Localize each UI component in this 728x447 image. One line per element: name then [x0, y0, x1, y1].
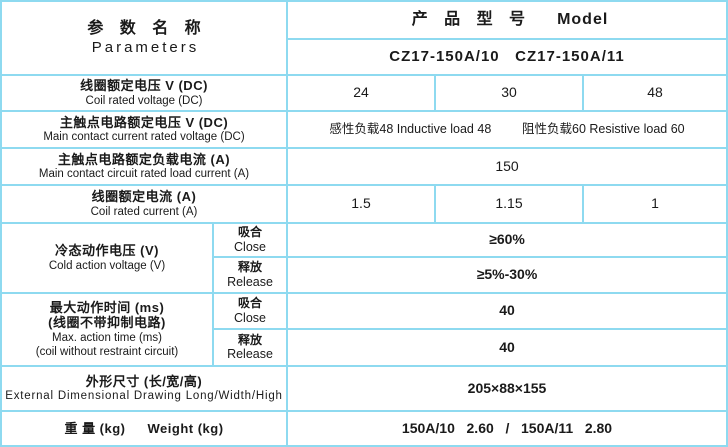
resistive-load-value: 阻性负载60 Resistive load 60 [522, 121, 685, 136]
cold-voltage-label-zh: 冷态动作电压 (V) [55, 243, 159, 259]
model-numbers: CZ17-150A/10 CZ17-150A/11 [389, 47, 625, 65]
coil-voltage-value-48: 48 [584, 76, 726, 110]
release-sublabel-en: Release [227, 274, 273, 289]
coil-voltage-label-zh: 线圈额定电压 V (DC) [80, 78, 208, 94]
close-sublabel-zh: 吸合 [237, 225, 262, 240]
coil-voltage-label: 线圈额定电压 V (DC) Coil rated voltage (DC) [2, 76, 286, 110]
contact-voltage-label-en: Main contact current rated voltage (DC) [43, 131, 245, 144]
coil-current-value-1: 1.5 [288, 186, 434, 222]
weight-label-en: Weight (kg) [147, 420, 224, 436]
contact-voltage-values: 感性负载48 Inductive load 48 阻性负载60 Resistiv… [288, 112, 726, 147]
max-time-label-zh1: 最大动作时间 (ms) [49, 299, 165, 315]
parameters-title-zh: 参 数 名 称 [87, 20, 207, 38]
load-current-label: 主触点电路额定负载电流 (A) Main contact circuit rat… [2, 149, 286, 184]
weight-label: 重 量 (kg) Weight (kg) [2, 412, 286, 445]
max-time-label-zh2: (线圈不带抑制电路) [48, 315, 166, 331]
cold-voltage-label-en: Cold action voltage (V) [48, 259, 166, 272]
cold-voltage-label: 冷态动作电压 (V) Cold action voltage (V) [2, 224, 212, 292]
coil-current-label: 线圈额定电流 (A) Coil rated current (A) [2, 186, 286, 222]
coil-current-value-3: 1 [584, 186, 726, 222]
model-numbers-cell: CZ17-150A/10 CZ17-150A/11 [288, 40, 726, 74]
coil-current-label-zh: 线圈额定电流 (A) [91, 189, 197, 205]
load-current-label-en: Main contact circuit rated load current … [38, 168, 250, 181]
max-time-release-value: 40 [288, 330, 726, 365]
release-sublabel-en: Release [227, 347, 273, 362]
header-parameters-cell: 参 数 名 称 Parameters [2, 2, 286, 74]
dimensions-label-en: External Dimensional Drawing Long/Width/… [5, 390, 283, 403]
max-time-label-en1: Max. action time (ms) [52, 332, 162, 345]
header-model-cell: 产 品 型 号 Model [288, 2, 726, 38]
max-time-label: 最大动作时间 (ms) (线圈不带抑制电路) Max. action time … [2, 294, 212, 365]
close-sublabel-zh: 吸合 [237, 296, 262, 311]
release-sublabel-zh: 释放 [237, 332, 262, 347]
coil-current-value-2: 1.15 [436, 186, 582, 222]
cold-voltage-release-value: ≥5%-30% [288, 258, 726, 292]
weight-value: 150A/10 2.60 / 150A/11 2.80 [288, 412, 726, 445]
cold-voltage-release-sublabel: 释放 Release [214, 258, 286, 292]
inductive-load-value: 感性负载48 Inductive load 48 [329, 121, 492, 136]
max-time-release-sublabel: 释放 Release [214, 330, 286, 365]
model-title-zh: 产 品 型 号 [411, 11, 532, 29]
coil-voltage-value-30: 30 [436, 76, 582, 110]
dimensions-value: 205×88×155 [288, 367, 726, 410]
weight-label-zh: 重 量 (kg) [64, 420, 126, 436]
coil-current-label-en: Coil rated current (A) [90, 205, 198, 218]
dimensions-label: 外形尺寸 (长/宽/高) External Dimensional Drawin… [2, 367, 286, 410]
coil-voltage-label-en: Coil rated voltage (DC) [85, 94, 203, 107]
close-sublabel-en: Close [234, 239, 266, 254]
load-current-label-zh: 主触点电路额定负载电流 (A) [57, 151, 231, 167]
max-time-close-sublabel: 吸合 Close [214, 294, 286, 328]
parameters-title-en: Parameters [91, 38, 200, 56]
coil-voltage-value-24: 24 [288, 76, 434, 110]
cold-voltage-close-sublabel: 吸合 Close [214, 224, 286, 256]
model-title-en: Model [557, 11, 609, 29]
contact-voltage-label-zh: 主触点电路额定电压 V (DC) [59, 114, 229, 130]
release-sublabel-zh: 释放 [237, 260, 262, 275]
dimensions-label-zh: 外形尺寸 (长/宽/高) [85, 373, 203, 389]
cold-voltage-close-value: ≥60% [288, 224, 726, 256]
load-current-value: 150 [288, 149, 726, 184]
close-sublabel-en: Close [234, 310, 266, 325]
max-time-close-value: 40 [288, 294, 726, 328]
max-time-label-en2: (coil without restraint circuit) [35, 346, 179, 359]
contact-voltage-label: 主触点电路额定电压 V (DC) Main contact current ra… [2, 112, 286, 147]
